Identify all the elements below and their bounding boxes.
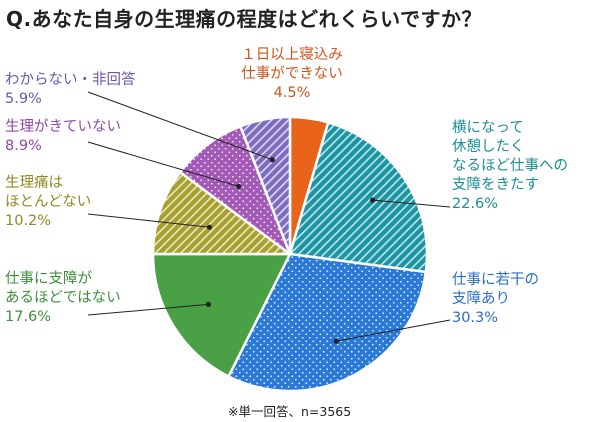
pie-slice-5 — [151, 170, 292, 256]
slice-percent: 4.5% — [273, 85, 311, 101]
pie-slice-2 — [288, 121, 429, 274]
slice-label-line: 仕事に支障が — [5, 271, 92, 287]
slice-label-line: わからない・非回答 — [5, 72, 136, 88]
slice-label-line: 生理痛は — [5, 175, 63, 191]
pie-slice-3 — [227, 252, 428, 393]
slice-label-no-impact: 仕事に支障が あるほどではない 17.6% — [5, 270, 121, 327]
slice-percent: 17.6% — [5, 309, 52, 325]
leader-dot-6 — [236, 183, 242, 189]
slice-percent: 5.9% — [5, 91, 42, 107]
slice-label-line: 仕事に若干の — [452, 272, 539, 288]
leader-dot-2 — [370, 197, 376, 203]
leader-line-2 — [372, 199, 451, 208]
leader-line-5 — [87, 213, 210, 228]
slice-label-slight-impact: 仕事に若干の 支障あり 30.3% — [452, 271, 539, 328]
slice-label-line: 仕事ができない — [241, 66, 343, 82]
leader-dot-5 — [206, 224, 212, 230]
slice-label-almost-none: 生理痛は ほとんどない 10.2% — [5, 174, 91, 231]
slice-label-line: なるほど仕事への — [452, 158, 568, 174]
slice-label-line: 支障あり — [452, 291, 510, 307]
leader-dot-3 — [333, 338, 339, 344]
leader-line-4 — [87, 303, 209, 316]
sample-note: ※単一回答、n=3565 — [228, 404, 352, 419]
slice-label-unknown: わからない・非回答 5.9% — [5, 71, 136, 109]
slice-label-line: ほとんどない — [5, 194, 92, 210]
slice-label-line: 生理がきていない — [5, 119, 121, 135]
slice-label-no-period: 生理がきていない 8.9% — [5, 118, 121, 156]
slice-label-line: あるほどではない — [5, 290, 121, 306]
slice-percent: 22.6% — [452, 196, 499, 212]
slice-label-line: 支障をきたす — [452, 177, 539, 193]
slice-percent: 8.9% — [5, 138, 42, 154]
slice-percent: 10.2% — [5, 213, 52, 229]
slice-label-line: 横になって — [452, 120, 524, 136]
slice-label-bedridden: １日以上寝込み 仕事ができない 4.5% — [222, 46, 362, 103]
pie-slice-4 — [151, 252, 292, 378]
leader-line-7 — [87, 91, 273, 161]
chart-title: Q.あなた自身の生理痛の程度はどれくらいですか？ — [6, 7, 482, 31]
leader-line-6 — [87, 141, 239, 187]
pie-slice-7 — [239, 115, 292, 256]
leader-dot-4 — [205, 301, 211, 307]
leader-line-3 — [336, 319, 451, 342]
slice-label-need-rest: 横になって 休憩したく なるほど仕事への 支障をきたす 22.6% — [452, 119, 568, 214]
slice-percent: 30.3% — [452, 310, 499, 326]
leader-dot-7 — [269, 157, 275, 163]
slice-label-line: １日以上寝込み — [241, 47, 343, 63]
slice-label-line: 休憩したく — [452, 139, 525, 155]
